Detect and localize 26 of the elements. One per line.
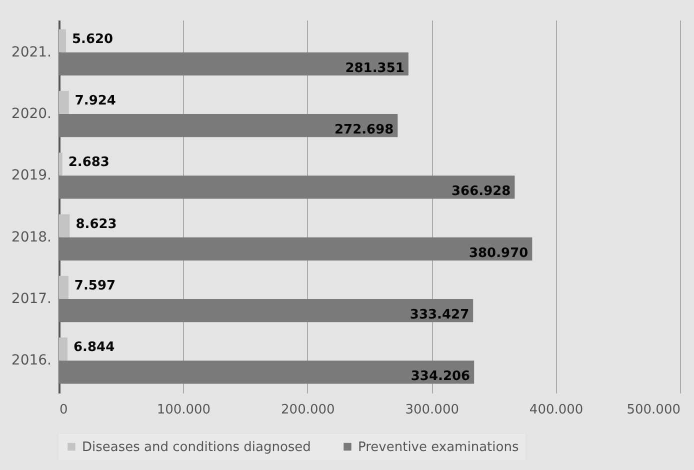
- y-tick-label: 2017.: [11, 290, 52, 307]
- data-label: 366.928: [452, 184, 511, 200]
- data-label: 272.698: [334, 122, 394, 138]
- legend-label: Preventive examinations: [358, 440, 519, 455]
- data-label: 8.623: [76, 216, 117, 232]
- data-label: 5.620: [72, 32, 114, 47]
- x-tick-label: 500.000: [626, 402, 680, 418]
- data-label: 7.597: [74, 278, 116, 294]
- x-tick-label: 300.000: [405, 402, 459, 418]
- x-tick-label: 100.000: [156, 402, 211, 418]
- data-label: 6.844: [74, 340, 115, 356]
- data-label: 380.970: [468, 246, 528, 261]
- y-tick-label: 2018.: [11, 229, 52, 246]
- data-label: 2.683: [68, 155, 110, 170]
- data-label: 7.924: [74, 93, 116, 108]
- x-tick-label: 200.000: [281, 402, 335, 418]
- x-tick-label: 0: [60, 402, 68, 418]
- legend-label: Diseases and conditions diagnosed: [82, 440, 311, 455]
- y-tick-label: 2016.: [11, 352, 52, 369]
- y-tick-label: 2021.: [11, 44, 52, 60]
- data-label: 281.351: [345, 60, 404, 76]
- y-tick-label: 2019.: [11, 168, 52, 184]
- data-label: 334.206: [410, 369, 470, 384]
- data-label: 333.427: [410, 308, 470, 323]
- x-tick-label: 400.000: [529, 402, 584, 418]
- y-tick-label: 2020.: [11, 106, 52, 122]
